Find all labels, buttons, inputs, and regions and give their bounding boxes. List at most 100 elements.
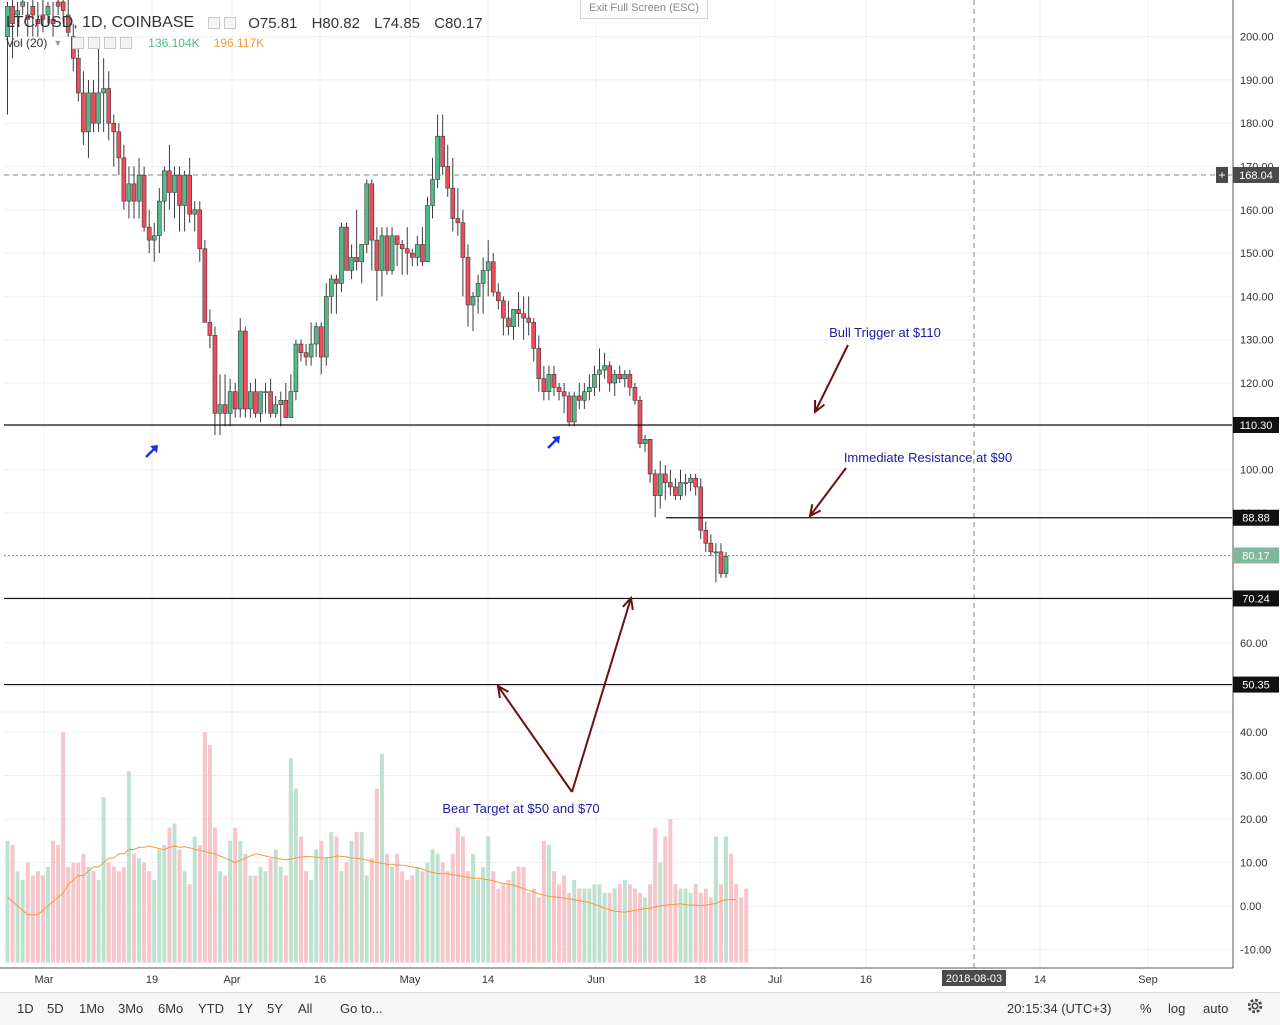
candle [566, 391, 572, 427]
arrow-head [808, 504, 822, 518]
log-toggle[interactable]: log [1168, 1001, 1186, 1016]
candle-body [587, 387, 592, 392]
timeframe-5d[interactable]: 5D [47, 1001, 64, 1016]
candle [293, 339, 299, 401]
candle [607, 361, 612, 392]
candle [131, 166, 137, 219]
horizontal-levels[interactable] [4, 424, 1232, 686]
candle [339, 222, 344, 293]
arrow-shaft [809, 467, 847, 517]
volume-bar [703, 888, 708, 963]
goto-button[interactable]: Go to... [340, 1001, 383, 1016]
volume-bar [415, 866, 420, 963]
candle-body [15, 10, 20, 16]
percent-toggle[interactable]: % [1140, 1001, 1152, 1016]
candle [50, 1, 56, 37]
candle-body [465, 257, 471, 306]
last-price-label: 80.17 [1242, 550, 1270, 562]
candle-body [723, 555, 729, 574]
candle-body [60, 1, 66, 11]
price-tick-label: 120.00 [1240, 378, 1274, 390]
candle [283, 382, 289, 418]
price-axis[interactable]: 200.00190.00180.00170.00160.00150.00140.… [1216, 0, 1279, 968]
timeframe-all[interactable]: All [298, 1001, 313, 1016]
candle-body [607, 365, 612, 384]
candle-body [217, 404, 223, 414]
plus-icon[interactable]: + [1218, 168, 1225, 182]
volume-bar [96, 879, 101, 963]
candle [642, 434, 648, 453]
candle-body [612, 374, 618, 384]
candle-body [131, 183, 137, 202]
time-axis[interactable]: Mar 19 Apr 16 May 14 Jun 18 Jul 16 14 Sep 2018-08-03 [0, 967, 1233, 986]
volume-label[interactable]: Vol (20) [6, 36, 48, 50]
volume-bar [648, 884, 653, 963]
close-icon[interactable] [120, 37, 133, 49]
volume-bar [25, 862, 30, 963]
candle [404, 227, 410, 275]
timeframe-3mo[interactable]: 3Mo [118, 1001, 144, 1016]
candle-body [86, 92, 91, 133]
timeframe-6mo[interactable]: 6Mo [158, 1001, 184, 1016]
candle-body [258, 391, 263, 414]
volume-bar [293, 788, 298, 963]
candle-body [111, 122, 117, 133]
candle-body [617, 374, 623, 379]
volume-legend-icons[interactable] [72, 37, 134, 49]
candle [673, 478, 678, 500]
timeframe-ytd[interactable]: YTD [198, 1001, 224, 1016]
eye-icon[interactable] [208, 17, 221, 29]
annotations: Bull Trigger at $110 Immediate Resistance… [145, 325, 1012, 816]
gear-icon[interactable] [224, 17, 237, 29]
volume-bar [218, 871, 223, 963]
volume-bar [465, 871, 470, 963]
candle-body [91, 92, 96, 124]
candle [425, 196, 430, 263]
auto-toggle[interactable]: auto [1203, 1001, 1229, 1016]
candle-body [485, 261, 491, 271]
candle-body [662, 473, 668, 483]
volume-bar [698, 892, 703, 963]
timeframe-1d[interactable]: 1D [17, 1001, 34, 1016]
volume-bar [35, 871, 40, 963]
candle-body [167, 170, 172, 193]
time-tick-label: May [400, 974, 421, 986]
price-tick-label: 60.00 [1240, 638, 1268, 650]
candle-body [445, 166, 451, 189]
chevron-down-icon[interactable]: ▼ [53, 38, 63, 48]
symbol-title[interactable]: LTC/USD, 1D, COINBASE [6, 14, 195, 31]
volume-bar [562, 875, 567, 963]
volume-bar [192, 836, 197, 963]
plus-icon[interactable] [104, 37, 117, 49]
gear-icon[interactable] [88, 37, 101, 49]
close-value: C80.17 [434, 14, 483, 32]
volume-bar [202, 732, 207, 963]
candle-body [278, 400, 284, 405]
candle-body [693, 477, 698, 488]
exit-fullscreen-button[interactable]: Exit Full Screen (ESC) [580, 0, 708, 19]
volume-bar [10, 845, 15, 963]
candle-body [637, 400, 643, 444]
legend-settings-icons[interactable] [208, 17, 238, 29]
candle [627, 370, 633, 396]
candle-body [384, 235, 390, 271]
eye-icon[interactable] [72, 37, 85, 49]
candle [506, 300, 511, 336]
crosshair-plus-bg[interactable] [1216, 166, 1228, 183]
volume-bar [501, 884, 506, 963]
settings-gear-icon[interactable] [1246, 997, 1264, 1015]
volume-value: 136.104K [148, 36, 200, 50]
timeframe-1mo[interactable]: 1Mo [79, 1001, 105, 1016]
timeframe-5y[interactable]: 5Y [267, 1001, 283, 1016]
volume-bar [157, 849, 162, 963]
candle [55, 0, 61, 15]
time-tick-label: 18 [694, 974, 706, 986]
candle-body [592, 374, 597, 388]
timeframe-1y[interactable]: 1Y [237, 1001, 253, 1016]
candle [496, 283, 501, 310]
candle [187, 157, 192, 223]
candle [248, 382, 253, 418]
candle-body [708, 542, 714, 553]
blue-arrow-head [552, 436, 560, 444]
